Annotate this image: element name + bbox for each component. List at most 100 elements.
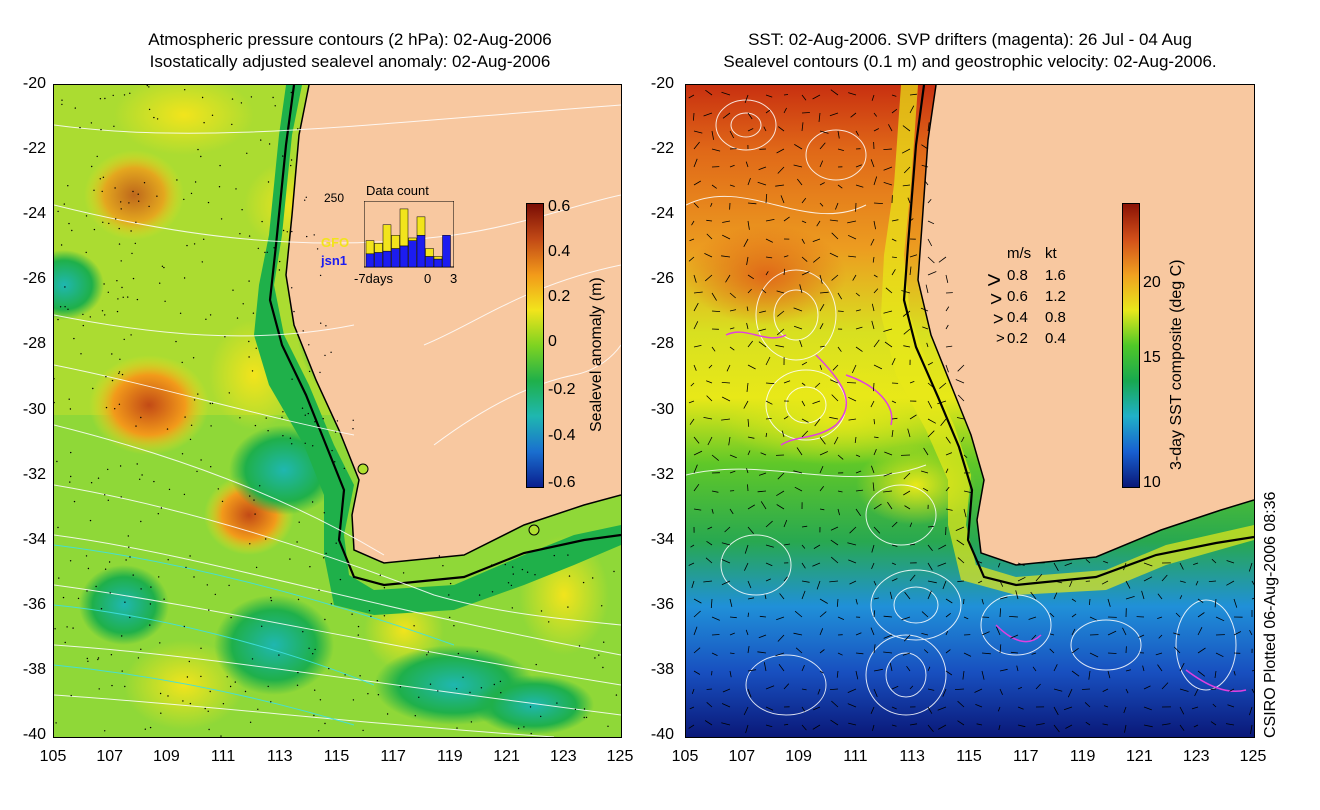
inset-bar-jsn1 (425, 256, 434, 268)
latitude-tick: -32 (22, 465, 46, 483)
longitude-tick: 111 (843, 748, 868, 765)
cool-eddy (474, 675, 594, 735)
latitude-tick: -34 (22, 530, 46, 548)
latitude-tick: -32 (650, 465, 674, 483)
longitude-tick: 117 (380, 748, 406, 765)
colorbar-tick: -0.6 (548, 474, 576, 491)
latitude-tick: -24 (650, 205, 674, 223)
longitude-tick: 125 (1239, 748, 1267, 765)
longitude-tick: 105 (671, 748, 699, 765)
longitude-tick: 109 (785, 748, 812, 765)
sealevel-colorbar (526, 203, 544, 488)
longitude-tick: 121 (1126, 748, 1153, 765)
velocity-arrow-icon: > (990, 288, 1003, 311)
warm-water-patch (716, 365, 956, 465)
inset-jsn1-label: jsn1 (321, 253, 348, 268)
inset-bar-gfo (425, 248, 434, 257)
inset-bar-jsn1 (382, 250, 392, 268)
left-title-line1: Atmospheric pressure contours (2 hPa): 0… (148, 30, 552, 49)
latitude-tick: -40 (22, 726, 46, 743)
latitude-tick: -28 (22, 335, 46, 353)
geostrophic-velocity-arrows (688, 89, 1254, 734)
coastline (285, 85, 621, 564)
colorbar-tick: 0.4 (548, 243, 571, 260)
longitude-tick: 117 (1013, 748, 1039, 765)
sst-colorbar (1122, 203, 1140, 488)
latitude-tick: -40 (650, 726, 674, 743)
legend-speed-ms: 0.6 (1007, 288, 1028, 305)
colorbar-tick: -0.4 (548, 427, 576, 444)
cool-eddy (214, 595, 334, 695)
shelf-band (254, 85, 621, 615)
longitude-tick: 125 (606, 748, 634, 765)
legend-speed-kt: 1.2 (1045, 288, 1066, 305)
inset-bar-gfo (416, 216, 426, 236)
inset-bar-jsn1 (433, 258, 443, 268)
svp-drifter-tracks (725, 331, 1247, 692)
colorbar-tick: 20 (1143, 274, 1161, 291)
latitude-tick: -36 (22, 595, 46, 613)
pressure-contours (54, 104, 621, 737)
latitude-tick: -30 (650, 400, 674, 418)
pressure-contours-low (54, 544, 455, 726)
warm-eddy (84, 150, 184, 240)
tide-gauge-marker (528, 524, 540, 536)
warm-eddy (89, 355, 209, 455)
colorbar-tick: -0.2 (548, 381, 576, 398)
latitude-tick: -26 (22, 270, 46, 288)
inset-gfo-label: GFO (321, 235, 350, 250)
inset-bar-jsn1 (374, 252, 383, 268)
isobath (268, 85, 621, 587)
australia-land (918, 85, 1254, 565)
data-count-inset: Data count 250 GFO jsn1 -7days 0 3 (316, 183, 466, 303)
warm-eddy (114, 85, 254, 155)
inset-bar-gfo (374, 242, 383, 253)
latitude-tick: -22 (650, 140, 674, 158)
inset-bar-jsn1 (408, 240, 417, 268)
longitude-tick: 115 (323, 748, 350, 765)
left-title-line2: Isostatically adjusted sealevel anomaly:… (149, 52, 551, 71)
velocity-arrow-icon: > (993, 309, 1004, 329)
inset-bar-jsn1 (399, 245, 409, 268)
sst-map (686, 85, 1254, 737)
right-title-line1: SST: 02-Aug-2006. SVP drifters (magenta)… (748, 30, 1192, 49)
inset-bar-gfo (382, 224, 392, 252)
velocity-arrow-icon: > (987, 267, 1002, 294)
inset-bar-jsn1 (416, 235, 426, 268)
velocity-legend: m/s kt >0.8 1.6 >0.6 1.2 >0.4 0.8 >0.2 0.4 (985, 245, 1105, 355)
inset-title: Data count (366, 183, 429, 198)
longitude-tick: 113 (267, 748, 293, 765)
colorbar-tick: 10 (1143, 474, 1161, 491)
inset-xlabel-mid: 0 (424, 271, 432, 286)
inset-bar-jsn1 (391, 248, 400, 268)
legend-speed-kt: 0.4 (1045, 330, 1066, 347)
longitude-tick: 123 (549, 748, 577, 765)
inset-bar-jsn1 (442, 235, 451, 268)
colorbar-tick: 0.2 (548, 288, 571, 305)
latitude-tick: -26 (650, 270, 674, 288)
legend-speed-ms: 0.2 (1007, 330, 1028, 347)
legend-header-kt: kt (1045, 245, 1057, 262)
legend-speed-ms: 0.4 (1007, 309, 1028, 326)
legend-speed-kt: 1.6 (1045, 267, 1066, 284)
inset-bar-gfo (408, 237, 417, 241)
isobath (902, 85, 1254, 587)
inset-bar-gfo (433, 256, 443, 260)
sealevel-colorbar-label: Sealevel anomaly (m) (588, 277, 605, 432)
altimeter-track-dots (54, 85, 618, 737)
legend-header-ms: m/s (1007, 245, 1032, 262)
latitude-tick: -24 (22, 205, 46, 223)
longitude-tick: 109 (153, 748, 180, 765)
legend-speed-kt: 0.8 (1045, 309, 1066, 326)
velocity-arrow-icon: > (996, 330, 1005, 347)
data-count-bars (364, 201, 454, 268)
latitude-tick: -20 (650, 75, 674, 92)
latitude-tick: -38 (650, 660, 674, 678)
inset-ymax-label: 250 (324, 191, 345, 205)
latitude-tick: -30 (22, 400, 46, 418)
latitude-tick: -22 (22, 140, 46, 158)
warm-eddy (124, 640, 244, 730)
sealevel-contours (686, 99, 1237, 716)
inset-bar-gfo (391, 235, 400, 249)
coastline (917, 85, 1254, 566)
